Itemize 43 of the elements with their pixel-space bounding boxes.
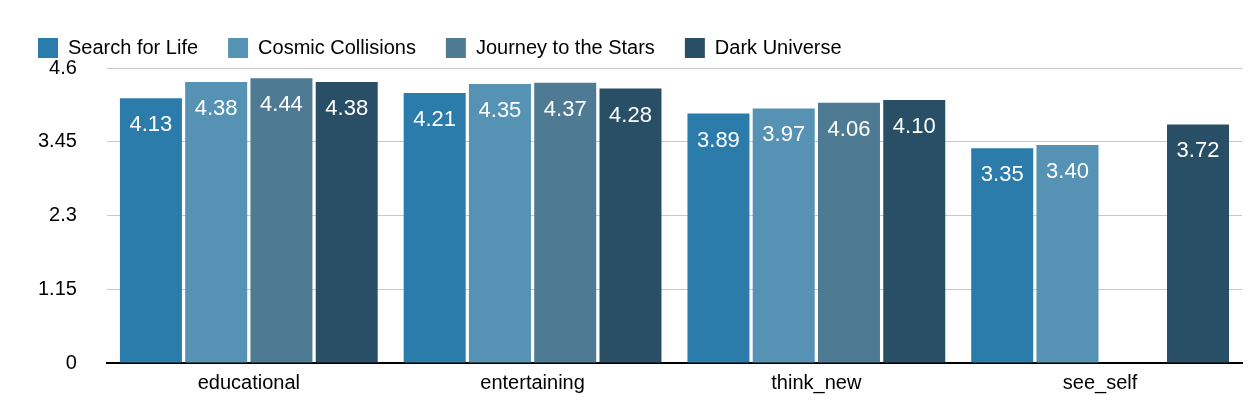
bar	[250, 78, 313, 363]
data-label: 4.06	[827, 115, 871, 141]
data-label: 4.35	[478, 97, 522, 123]
y-tick-label: 0	[65, 350, 77, 373]
data-label: 3.40	[1046, 158, 1089, 184]
bar	[599, 88, 662, 363]
legend-label: Dark Universe	[714, 35, 842, 58]
data-label: 4.10	[892, 113, 936, 139]
bar	[315, 82, 378, 363]
data-label: 4.38	[194, 95, 238, 121]
bar	[1036, 144, 1099, 363]
x-tick-label: see_self	[1062, 370, 1138, 394]
y-tick-label: 3.45	[37, 129, 77, 152]
x-tick-label: entertaining	[480, 370, 585, 393]
bar	[185, 82, 248, 363]
data-label: 4.21	[413, 106, 457, 132]
bar	[403, 93, 466, 363]
data-label: 4.37	[543, 95, 587, 121]
bar	[752, 108, 815, 363]
data-label: 4.44	[260, 91, 303, 117]
data-label: 3.97	[762, 121, 806, 147]
legend-label: Journey to the Stars	[475, 35, 655, 58]
bar	[468, 84, 531, 363]
data-label: 4.13	[129, 111, 173, 137]
y-tick-label: 2.3	[49, 203, 77, 226]
x-tick-label: think_new	[771, 370, 862, 394]
data-label: 3.89	[697, 126, 740, 152]
data-label: 4.28	[609, 101, 652, 127]
bar	[971, 148, 1034, 363]
legend-label: Search for Life	[68, 35, 199, 58]
bar	[687, 113, 750, 363]
data-label: 3.35	[980, 161, 1024, 187]
bar	[883, 100, 946, 363]
bar	[817, 102, 880, 363]
bar	[534, 82, 597, 363]
y-tick-label: 4.6	[49, 55, 77, 78]
x-tick-label: educational	[197, 370, 300, 393]
bar	[1167, 124, 1230, 363]
data-label: 3.72	[1176, 137, 1220, 163]
legend-label: Cosmic Collisions	[258, 35, 416, 58]
y-tick-label: 1.15	[37, 276, 77, 299]
bar	[119, 98, 182, 363]
data-label: 4.38	[325, 95, 369, 121]
